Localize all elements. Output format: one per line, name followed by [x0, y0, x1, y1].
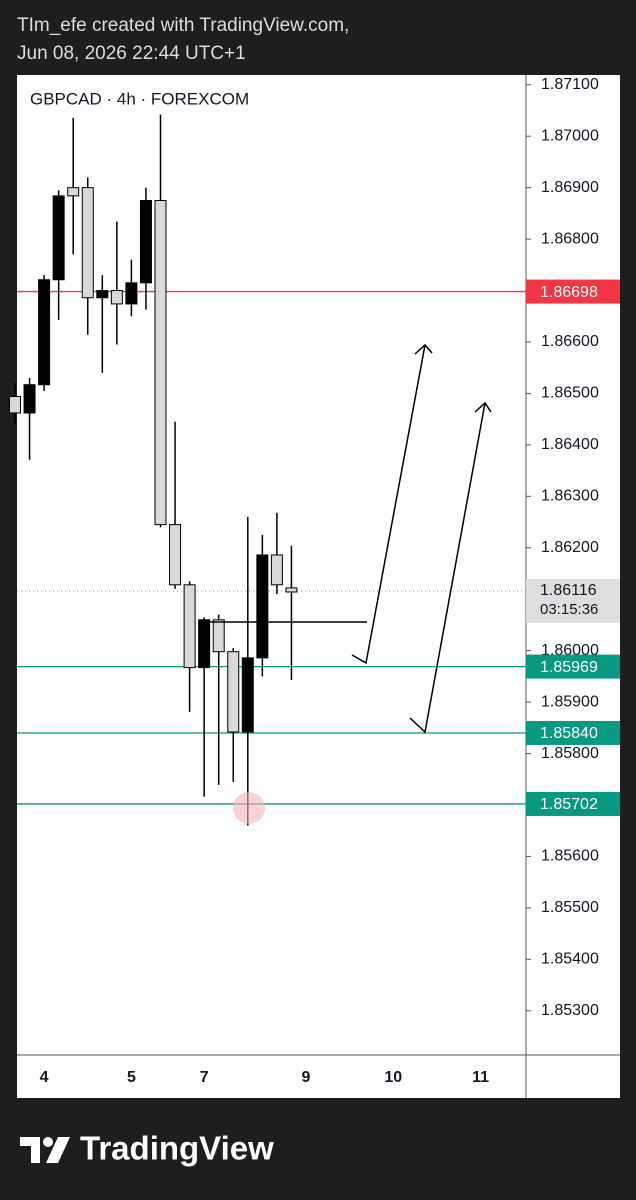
price-label: 1.85969: [540, 659, 598, 676]
candle-body: [227, 651, 240, 733]
x-tick-label: 10: [384, 1069, 402, 1086]
y-tick-label: 1.85500: [541, 899, 599, 916]
candle-body: [198, 619, 211, 669]
candle-body: [212, 619, 225, 653]
y-tick-label: 1.85600: [541, 848, 599, 865]
arrow-head: [474, 401, 492, 413]
y-tick-label: 1.86600: [541, 333, 599, 350]
author-line: TIm_efe created with TradingView.com,: [17, 15, 349, 36]
brand-logo: TradingView: [20, 1130, 274, 1167]
candle-body: [139, 200, 152, 284]
price-label: 1.85702: [540, 796, 598, 813]
x-tick-label: 5: [127, 1069, 136, 1086]
y-tick-label: 1.86800: [541, 230, 599, 247]
candle-body: [38, 279, 51, 386]
price-label-box: [526, 791, 620, 816]
candle-body: [96, 290, 109, 299]
x-tick-label: 4: [40, 1069, 49, 1086]
y-tick-label: 1.86500: [541, 385, 599, 402]
x-tick-label: 7: [200, 1069, 209, 1086]
candle-body: [256, 554, 269, 659]
y-tick-label: 1.85300: [541, 1002, 599, 1019]
date-line: Jun 08, 2026 22:44 UTC+1: [17, 43, 246, 64]
candle-body: [110, 290, 123, 305]
candle-body: [67, 187, 80, 197]
drawings: [204, 343, 492, 734]
countdown-label: 03:15:36: [540, 601, 598, 618]
candle-body: [52, 195, 65, 281]
arrow: [351, 344, 426, 665]
y-tick-label: 1.86900: [541, 179, 599, 196]
y-tick-label: 1.85400: [541, 951, 599, 968]
candle-body: [270, 554, 283, 586]
x-tick-label: 11: [472, 1069, 489, 1086]
price-label-box: [526, 654, 620, 679]
arrow: [409, 402, 486, 734]
candle-body: [9, 396, 21, 414]
y-tick-label: 1.86300: [541, 488, 599, 505]
price-label-box: [526, 720, 620, 745]
candle-body: [125, 282, 138, 305]
last-price-box: [526, 578, 620, 623]
arrow-head: [414, 343, 433, 355]
price-label-box: [526, 279, 620, 304]
cursor-marker: [233, 792, 265, 824]
candle-body: [81, 187, 94, 299]
price-label: 1.85840: [540, 725, 598, 742]
y-tick-label: 1.85900: [541, 693, 599, 710]
candle-body: [285, 587, 298, 593]
brand-name: TradingView: [80, 1130, 274, 1167]
price-label: 1.86698: [540, 284, 598, 301]
candle-body: [23, 384, 36, 414]
last-price-label: 1.86116: [540, 582, 597, 599]
y-tick-label: 1.87000: [541, 127, 599, 144]
plot: [9, 114, 526, 826]
x-tick-label: 9: [302, 1069, 311, 1086]
candle-body: [241, 657, 254, 733]
y-tick-label: 1.86200: [541, 539, 599, 556]
logo-shape: [46, 1137, 70, 1163]
y-tick-label: 1.86400: [541, 436, 599, 453]
candle-body: [169, 524, 182, 586]
candle-body: [154, 200, 167, 526]
logo-shape: [43, 1137, 53, 1147]
chart-title: GBPCAD · 4h · FOREXCOM: [30, 89, 249, 108]
logo-shape: [20, 1137, 40, 1163]
candle-body: [183, 584, 196, 669]
y-tick-label: 1.85800: [541, 745, 599, 762]
y-tick-label: 1.87100: [541, 76, 599, 93]
